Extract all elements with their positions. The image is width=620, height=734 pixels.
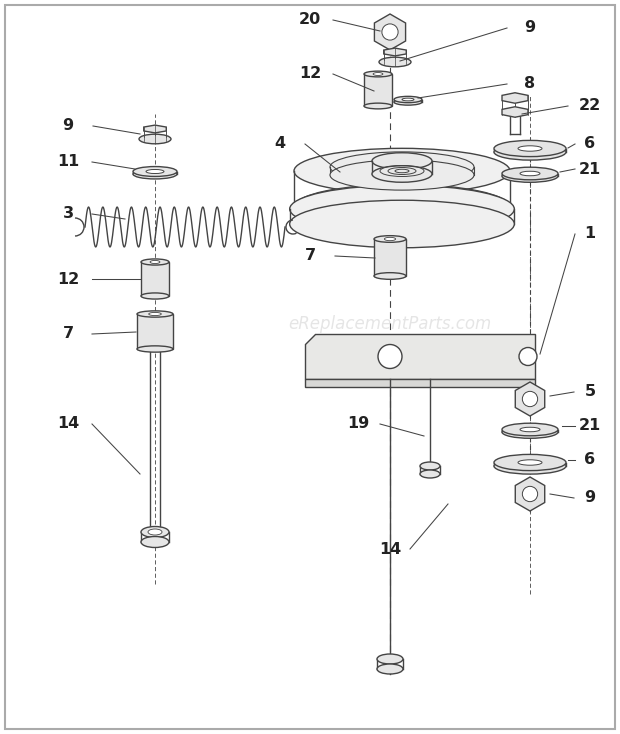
Bar bbox=[364, 74, 392, 106]
Ellipse shape bbox=[494, 144, 566, 160]
Text: 14: 14 bbox=[57, 416, 79, 432]
Polygon shape bbox=[502, 106, 528, 117]
Ellipse shape bbox=[141, 293, 169, 299]
Text: 3: 3 bbox=[63, 206, 74, 222]
Ellipse shape bbox=[402, 98, 414, 101]
Text: 5: 5 bbox=[585, 385, 596, 399]
Circle shape bbox=[522, 391, 538, 407]
Ellipse shape bbox=[294, 148, 510, 194]
Ellipse shape bbox=[394, 99, 422, 105]
Text: 20: 20 bbox=[299, 12, 321, 27]
Ellipse shape bbox=[494, 140, 566, 156]
Ellipse shape bbox=[502, 426, 558, 438]
Ellipse shape bbox=[494, 458, 566, 474]
Bar bbox=[137, 314, 173, 349]
Ellipse shape bbox=[394, 96, 422, 103]
Text: eReplacementParts.com: eReplacementParts.com bbox=[288, 315, 492, 333]
Ellipse shape bbox=[150, 261, 160, 264]
Text: 9: 9 bbox=[525, 21, 536, 35]
Polygon shape bbox=[144, 125, 166, 133]
Text: 7: 7 bbox=[63, 327, 74, 341]
Ellipse shape bbox=[502, 170, 558, 182]
Ellipse shape bbox=[148, 529, 162, 535]
Ellipse shape bbox=[372, 153, 432, 170]
Circle shape bbox=[522, 487, 538, 501]
Polygon shape bbox=[384, 48, 406, 56]
Text: 6: 6 bbox=[585, 452, 596, 468]
Ellipse shape bbox=[379, 57, 411, 67]
Polygon shape bbox=[515, 382, 545, 416]
Ellipse shape bbox=[384, 237, 396, 241]
Text: 6: 6 bbox=[585, 137, 596, 151]
Text: 14: 14 bbox=[379, 542, 401, 556]
Ellipse shape bbox=[420, 470, 440, 478]
Text: 21: 21 bbox=[579, 161, 601, 176]
Ellipse shape bbox=[374, 272, 406, 280]
Ellipse shape bbox=[141, 259, 169, 265]
Polygon shape bbox=[515, 477, 545, 511]
Ellipse shape bbox=[146, 170, 164, 173]
Ellipse shape bbox=[133, 169, 177, 179]
Circle shape bbox=[519, 347, 537, 366]
Polygon shape bbox=[374, 14, 405, 50]
Text: 11: 11 bbox=[57, 154, 79, 170]
Bar bbox=[374, 239, 406, 276]
Ellipse shape bbox=[377, 664, 403, 674]
Ellipse shape bbox=[330, 152, 474, 182]
Text: 9: 9 bbox=[63, 118, 74, 134]
Ellipse shape bbox=[364, 103, 392, 109]
Text: 4: 4 bbox=[275, 137, 286, 151]
Circle shape bbox=[378, 344, 402, 368]
Ellipse shape bbox=[502, 424, 558, 436]
Text: 22: 22 bbox=[579, 98, 601, 114]
Circle shape bbox=[382, 24, 398, 40]
Ellipse shape bbox=[518, 146, 542, 151]
Text: 7: 7 bbox=[304, 249, 316, 264]
Ellipse shape bbox=[502, 167, 558, 180]
Text: 1: 1 bbox=[585, 227, 596, 241]
Ellipse shape bbox=[520, 171, 540, 175]
Ellipse shape bbox=[377, 654, 403, 664]
Ellipse shape bbox=[139, 134, 171, 144]
Polygon shape bbox=[305, 379, 535, 387]
Text: 9: 9 bbox=[585, 490, 596, 506]
Ellipse shape bbox=[149, 313, 161, 316]
Ellipse shape bbox=[330, 160, 474, 190]
Text: 19: 19 bbox=[347, 416, 369, 432]
Polygon shape bbox=[305, 334, 535, 379]
Text: 8: 8 bbox=[525, 76, 536, 92]
Ellipse shape bbox=[494, 454, 566, 470]
Ellipse shape bbox=[294, 184, 510, 230]
Ellipse shape bbox=[141, 537, 169, 548]
Ellipse shape bbox=[290, 185, 515, 233]
Bar bbox=[141, 262, 169, 296]
Ellipse shape bbox=[133, 167, 177, 176]
Text: 12: 12 bbox=[299, 67, 321, 81]
Ellipse shape bbox=[290, 200, 515, 248]
Ellipse shape bbox=[420, 462, 440, 470]
Ellipse shape bbox=[364, 71, 392, 77]
Text: 12: 12 bbox=[57, 272, 79, 286]
Ellipse shape bbox=[374, 236, 406, 242]
Ellipse shape bbox=[141, 526, 169, 537]
Ellipse shape bbox=[137, 311, 173, 317]
Ellipse shape bbox=[372, 166, 432, 182]
Ellipse shape bbox=[518, 459, 542, 465]
Ellipse shape bbox=[520, 427, 540, 432]
Ellipse shape bbox=[373, 73, 383, 76]
Text: 21: 21 bbox=[579, 418, 601, 434]
Ellipse shape bbox=[137, 346, 173, 352]
Polygon shape bbox=[502, 92, 528, 103]
